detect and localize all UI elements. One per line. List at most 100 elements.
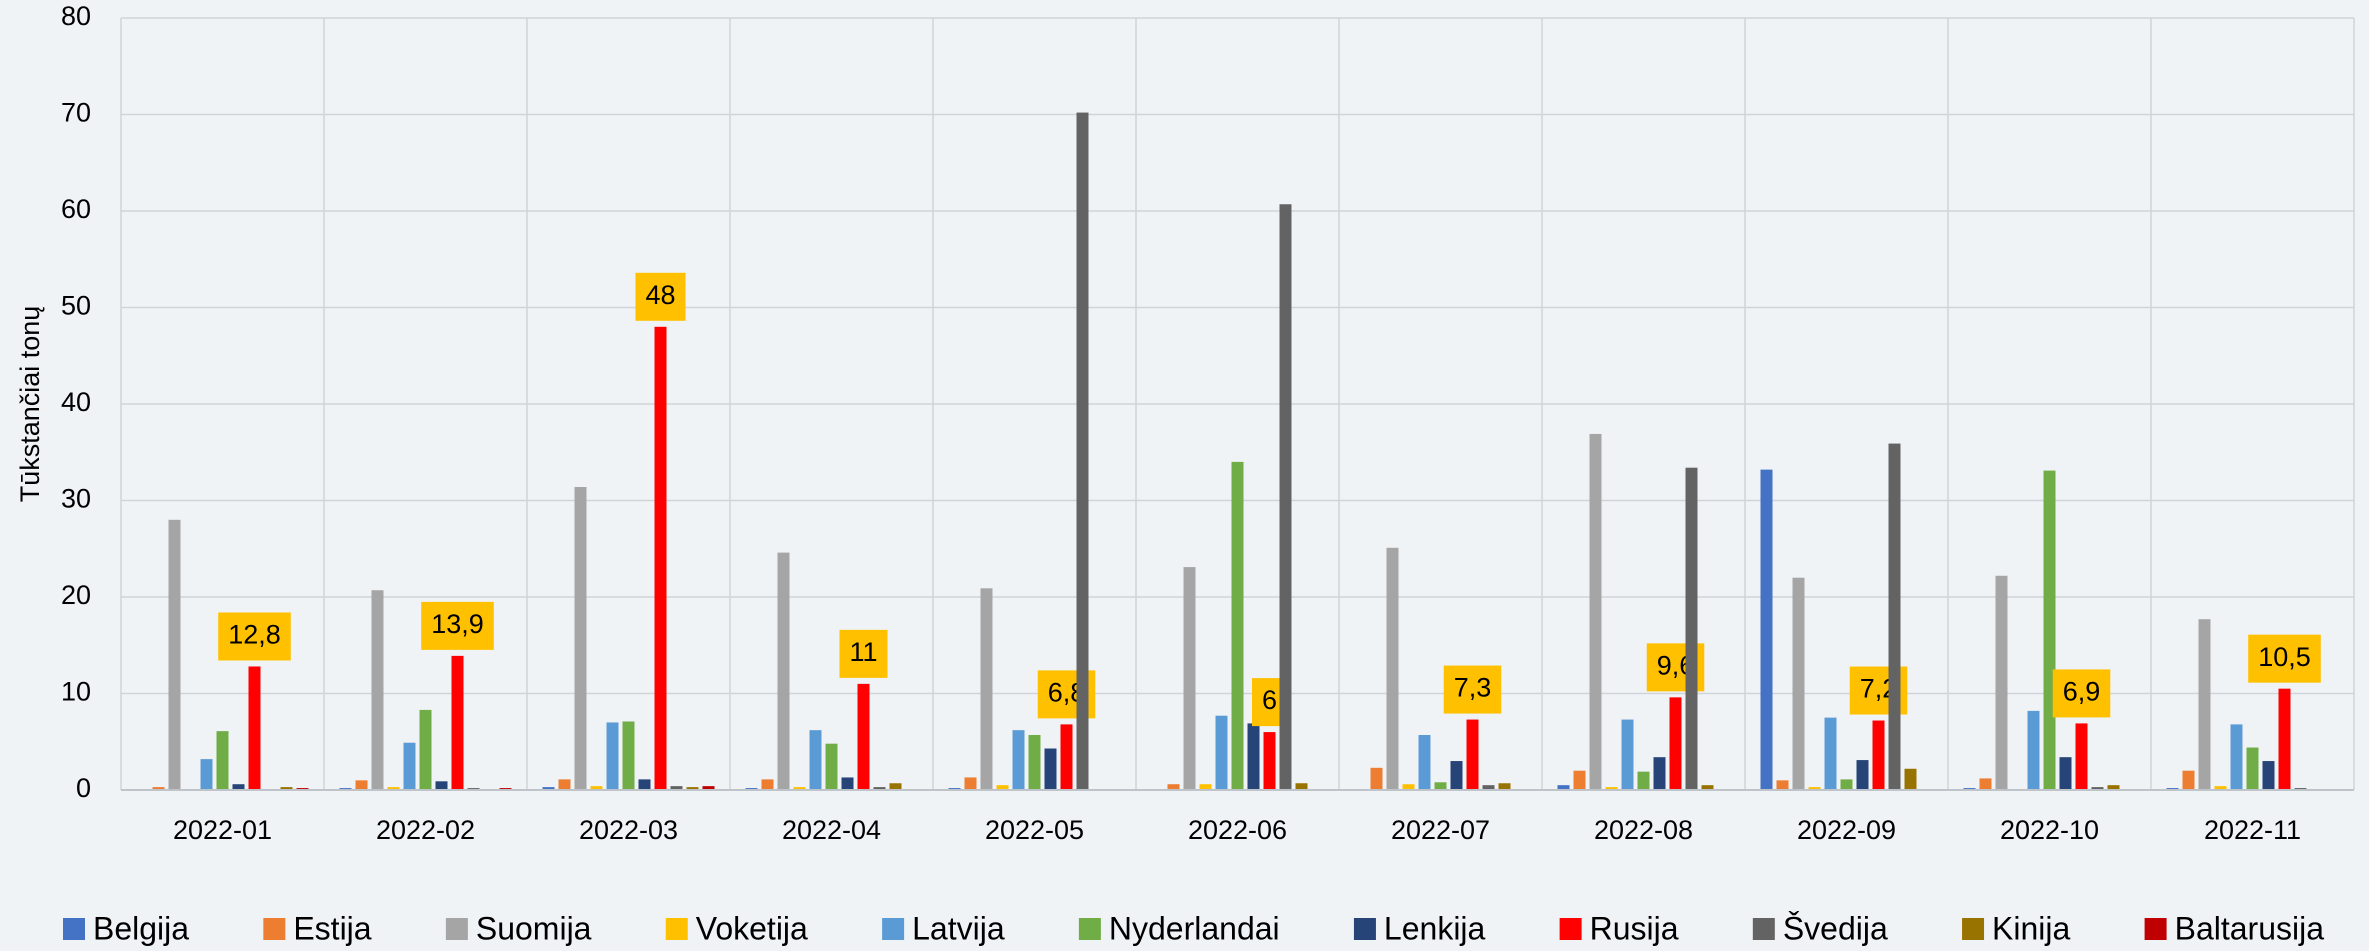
legend-swatch [1353, 918, 1376, 940]
bar [622, 721, 635, 790]
data-label-text: 12,8 [228, 620, 281, 650]
bar [980, 588, 993, 790]
bar [435, 781, 448, 790]
bar [1076, 112, 1089, 790]
bar [1701, 785, 1714, 790]
bar [574, 486, 587, 790]
x-tick-label: 2022-03 [579, 815, 678, 845]
y-tick-label: 10 [61, 677, 91, 707]
bar [1669, 697, 1682, 790]
bar [670, 786, 683, 790]
bar [1621, 719, 1634, 790]
bar [1231, 461, 1244, 790]
bar [809, 730, 822, 790]
bar [2075, 723, 2088, 790]
legend-swatch [665, 918, 688, 940]
bar [1872, 720, 1885, 790]
bar [654, 326, 667, 790]
legend-label: Belgija [93, 910, 189, 946]
bar [1466, 719, 1479, 790]
y-tick-label: 80 [61, 1, 91, 31]
data-label: 6,9 [2052, 669, 2111, 718]
x-tick-label: 2022-06 [1188, 815, 1287, 845]
data-label: 7,3 [1443, 665, 1502, 714]
bar [248, 666, 261, 790]
bar [451, 655, 464, 790]
bar [1808, 787, 1821, 790]
bar [1028, 734, 1041, 790]
legend-swatch [1962, 918, 1985, 940]
bar [1279, 204, 1292, 790]
bar [1199, 784, 1212, 790]
x-tick-label: 2022-01 [173, 815, 272, 845]
bar [1995, 575, 2008, 790]
bar [1215, 715, 1228, 790]
bar [216, 731, 229, 790]
bar [1370, 767, 1383, 790]
bar [825, 743, 838, 790]
bar [1840, 779, 1853, 790]
bar [2027, 710, 2040, 790]
y-tick-label: 70 [61, 98, 91, 128]
bar [152, 787, 165, 790]
bar [558, 779, 571, 790]
bar [1498, 783, 1511, 790]
bar [1434, 782, 1447, 790]
legend-label: Rusija [1590, 910, 1679, 946]
bar [1167, 784, 1180, 790]
legend-swatch [1559, 918, 1582, 940]
bar [2262, 761, 2275, 790]
y-tick-label: 30 [61, 484, 91, 514]
bar [1653, 757, 1666, 790]
data-label-text: 7,3 [1454, 673, 1492, 703]
bar [2246, 747, 2259, 790]
data-label-box [839, 629, 888, 678]
bar [542, 787, 555, 790]
bar [793, 787, 806, 790]
bar [873, 787, 886, 790]
data-label: 48 [635, 272, 686, 321]
data-label-box [218, 612, 291, 661]
x-tick-label: 2022-04 [782, 815, 881, 845]
bar [590, 786, 603, 790]
bar [1402, 784, 1415, 790]
legend-swatch [445, 918, 468, 940]
bar [1418, 734, 1431, 790]
legend-swatch [1078, 918, 1101, 940]
data-label: 10,5 [2248, 634, 2321, 683]
bar [2198, 619, 2211, 790]
bar [232, 784, 245, 790]
data-label-text: 48 [645, 280, 675, 310]
legend-label: Suomija [476, 910, 592, 946]
bar [1295, 783, 1308, 790]
x-tick-label: 2022-05 [985, 815, 1084, 845]
bar [355, 780, 368, 790]
bar [1557, 785, 1570, 790]
bar [1573, 770, 1586, 790]
y-tick-label: 20 [61, 580, 91, 610]
bar [1824, 717, 1837, 790]
bar [1183, 567, 1196, 790]
x-tick-label: 2022-02 [376, 815, 475, 845]
bar [702, 786, 715, 790]
bar [1904, 768, 1917, 790]
bar [1482, 785, 1495, 790]
bar [1888, 443, 1901, 790]
bar [1776, 780, 1789, 790]
bar [2107, 785, 2120, 790]
data-label-text: 6 [1262, 685, 1277, 715]
data-label: 13,9 [421, 601, 494, 650]
x-tick-label: 2022-11 [2204, 815, 2301, 845]
legend-label: Estija [293, 910, 371, 946]
bar [777, 552, 790, 790]
bar [761, 779, 774, 790]
bar [2059, 757, 2072, 790]
data-label-text: 10,5 [2258, 642, 2311, 672]
legend-label: Baltarusija [2175, 910, 2325, 946]
bar [1792, 577, 1805, 790]
bar [841, 777, 854, 790]
bar [1589, 433, 1602, 790]
data-label-box [421, 601, 494, 650]
legend-label: Latvija [912, 910, 1005, 946]
x-tick-label: 2022-07 [1391, 815, 1490, 845]
